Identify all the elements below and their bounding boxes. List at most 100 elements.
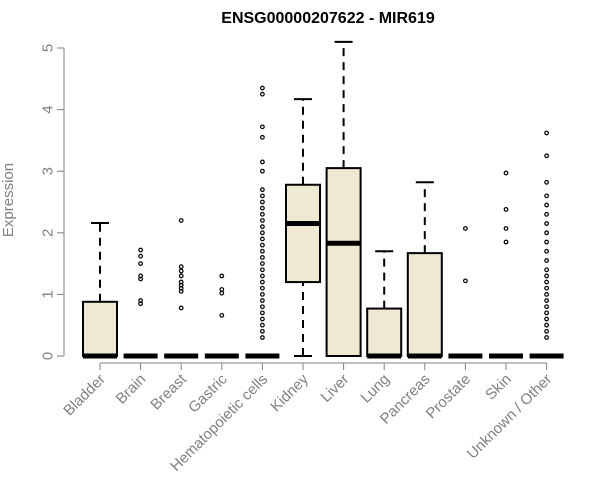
outlier-point (260, 322, 265, 328)
outlier-point (260, 187, 265, 193)
outlier-point (260, 298, 265, 303)
outlier-point (260, 91, 265, 97)
x-tick-label: Lung (357, 371, 393, 407)
box-iqr (325, 167, 362, 357)
outlier-point (544, 335, 549, 340)
outlier-point (219, 273, 225, 279)
box-prostate (448, 226, 483, 359)
outlier-point (544, 239, 549, 245)
outlier-point (260, 199, 265, 205)
outlier-point (544, 230, 549, 236)
outlier-point (260, 310, 265, 316)
outlier-point (260, 124, 265, 130)
outlier-point (544, 248, 549, 254)
outlier-point (260, 134, 265, 140)
outlier-point (544, 193, 549, 199)
x-tick-label: Breast (147, 370, 190, 413)
outlier-point (260, 211, 265, 217)
y-tick-label: 5 (40, 44, 57, 52)
outlier-point (260, 285, 265, 291)
box-skin (489, 170, 523, 359)
outlier-point (544, 267, 549, 273)
outlier-point (260, 218, 265, 223)
outlier-point (219, 312, 225, 318)
outlier-point (219, 287, 225, 292)
box-lung (366, 250, 403, 359)
x-tick-label: Prostate (423, 371, 475, 423)
x-tick-label: Skin (482, 371, 515, 404)
box-kidney (285, 98, 321, 357)
outlier-point (260, 304, 265, 310)
outlier-point (260, 224, 265, 230)
y-tick-label: 1 (40, 290, 57, 298)
outlier-point (544, 211, 549, 217)
outlier-point (544, 292, 549, 297)
outlier-point (544, 179, 549, 185)
outlier-point (544, 279, 549, 285)
outlier-point (260, 85, 265, 91)
y-tick-label: 0 (40, 352, 57, 360)
outlier-point (544, 304, 549, 310)
outlier-point (544, 322, 549, 328)
outlier-point (260, 316, 265, 322)
x-tick-label: Brain (113, 371, 150, 408)
box-iqr (406, 252, 443, 358)
box-bladder (82, 221, 118, 359)
outlier-point (544, 310, 549, 316)
chart-title: ENSG00000207622 - MIR619 (221, 10, 435, 27)
box-pancreas (406, 181, 443, 359)
outlier-point (138, 298, 144, 303)
outlier-point (260, 168, 265, 174)
outlier-point (260, 236, 265, 242)
box-iqr (366, 307, 403, 357)
box-breast (164, 218, 199, 359)
y-axis-title: Expression (0, 163, 17, 237)
outlier-point (503, 170, 509, 176)
outlier-point (260, 242, 265, 248)
outlier-point (260, 273, 265, 279)
outlier-point (178, 264, 184, 270)
outlier-point (544, 130, 549, 136)
outlier-point (260, 328, 265, 334)
outlier-point (138, 273, 144, 279)
outlier-point (178, 218, 184, 223)
x-tick-label: Liver (317, 371, 352, 406)
outlier-point (260, 248, 265, 254)
y-tick-label: 2 (40, 229, 57, 237)
outlier-point (260, 267, 265, 273)
outlier-point (260, 335, 265, 340)
outlier-point (463, 226, 468, 231)
outlier-point (260, 261, 265, 267)
outlier-point (544, 153, 549, 159)
outlier-point (178, 268, 184, 274)
outlier-point (138, 247, 144, 253)
outlier-point (260, 292, 265, 297)
outlier-point (178, 305, 184, 311)
box-unknown-other (529, 130, 564, 359)
box-brain (123, 247, 158, 359)
box-hematopoietic-cells (245, 85, 280, 359)
outlier-point (503, 226, 509, 231)
outlier-point (260, 255, 265, 260)
outlier-point (138, 253, 144, 259)
outlier-point (544, 328, 549, 334)
y-tick-label: 3 (40, 167, 57, 175)
outlier-point (503, 206, 509, 212)
outlier-point (503, 239, 509, 245)
outlier-point (544, 221, 549, 226)
box-iqr (82, 300, 118, 357)
plot-area (82, 40, 564, 359)
outlier-point (219, 290, 225, 296)
y-tick-label: 4 (40, 105, 57, 113)
outlier-point (544, 316, 549, 322)
box-iqr (285, 183, 321, 284)
outlier-point (260, 205, 265, 211)
outlier-point (178, 273, 184, 279)
box-liver (325, 40, 362, 357)
outlier-point (138, 261, 144, 267)
box-gastric (204, 273, 239, 359)
outlier-point (260, 279, 265, 285)
outlier-point (544, 285, 549, 291)
